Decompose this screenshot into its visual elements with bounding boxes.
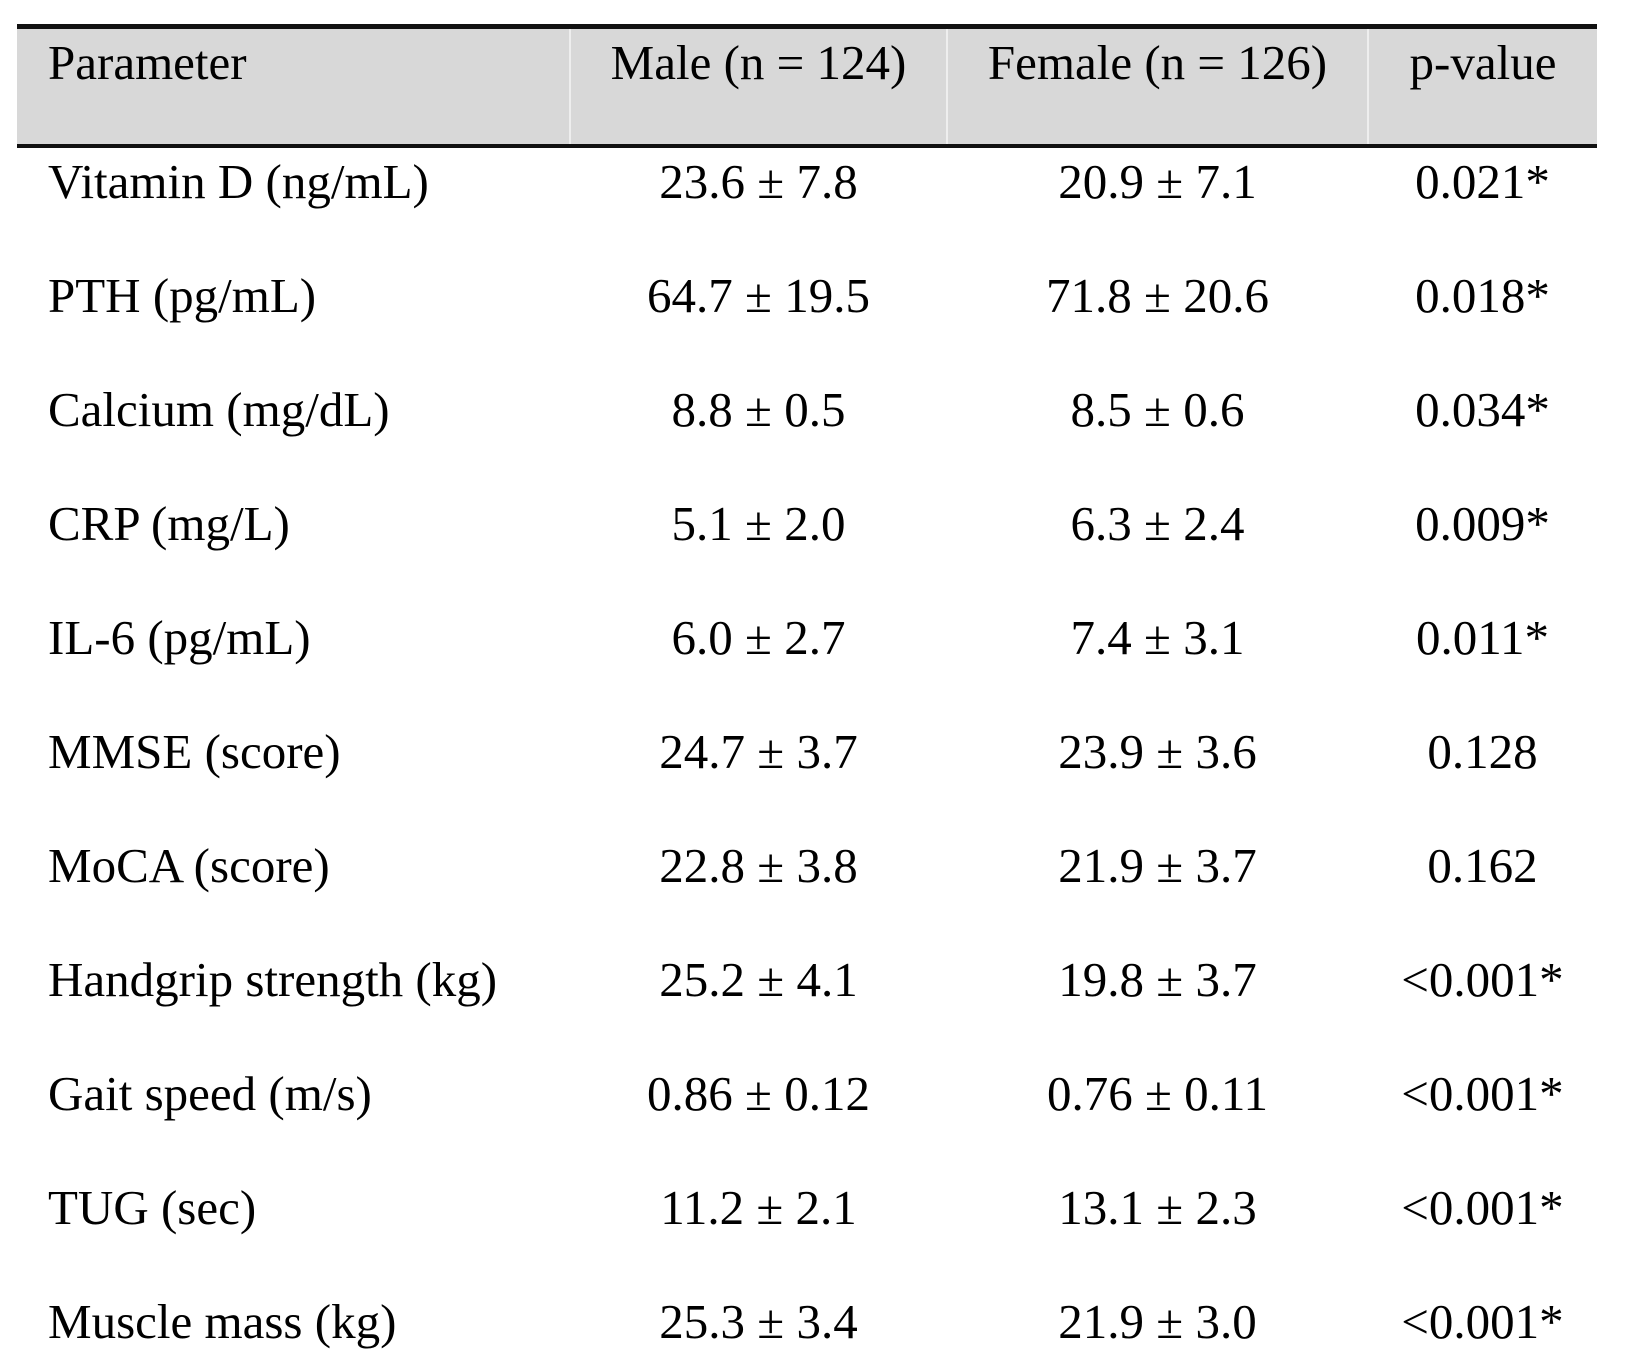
table-header-row: Parameter Male (n = 124) Female (n = 126…: [17, 26, 1597, 148]
parameter-cell: MMSE (score): [17, 718, 570, 832]
female-value-cell: 20.9 ± 7.1: [947, 146, 1368, 262]
p-value-cell: <0.001*: [1368, 1060, 1597, 1174]
p-value-cell: 0.034*: [1368, 376, 1597, 490]
female-value-cell: 71.8 ± 20.6: [947, 262, 1368, 376]
table-row: Muscle mass (kg) 25.3 ± 3.4 21.9 ± 3.0 <0.0…: [17, 1288, 1597, 1365]
parameter-cell: Calcium (mg/dL): [17, 376, 570, 490]
p-value-cell: 0.011*: [1368, 604, 1597, 718]
p-value-cell: 0.021*: [1368, 146, 1597, 262]
p-value-cell: <0.001*: [1368, 1174, 1597, 1288]
table-row: Vitamin D (ng/mL) 23.6 ± 7.8 20.9 ± 7.1 0.0…: [17, 146, 1597, 262]
male-value-cell: 25.2 ± 4.1: [570, 946, 947, 1060]
parameter-cell: PTH (pg/mL): [17, 262, 570, 376]
parameter-cell: TUG (sec): [17, 1174, 570, 1288]
column-header-female: Female (n = 126): [946, 26, 1368, 148]
female-value-cell: 23.9 ± 3.6: [947, 718, 1368, 832]
female-value-cell: 8.5 ± 0.6: [947, 376, 1368, 490]
table-row: TUG (sec) 11.2 ± 2.1 13.1 ± 2.3 <0.001*: [17, 1174, 1597, 1288]
male-value-cell: 11.2 ± 2.1: [570, 1174, 947, 1288]
p-value-cell: 0.162: [1368, 832, 1597, 946]
column-header-parameter: Parameter: [17, 26, 570, 148]
parameter-cell: IL-6 (pg/mL): [17, 604, 570, 718]
female-value-cell: 13.1 ± 2.3: [947, 1174, 1368, 1288]
column-header-male: Male (n = 124): [569, 26, 947, 148]
male-value-cell: 64.7 ± 19.5: [570, 262, 947, 376]
parameter-cell: Vitamin D (ng/mL): [17, 146, 570, 262]
parameter-cell: CRP (mg/L): [17, 490, 570, 604]
female-value-cell: 19.8 ± 3.7: [947, 946, 1368, 1060]
female-value-cell: 7.4 ± 3.1: [947, 604, 1368, 718]
female-value-cell: 6.3 ± 2.4: [947, 490, 1368, 604]
table-row: Gait speed (m/s) 0.86 ± 0.12 0.76 ± 0.11 <0…: [17, 1060, 1597, 1174]
parameter-cell: Muscle mass (kg): [17, 1288, 570, 1365]
p-value-cell: 0.128: [1368, 718, 1597, 832]
table-row: CRP (mg/L) 5.1 ± 2.0 6.3 ± 2.4 0.009*: [17, 490, 1597, 604]
male-value-cell: 8.8 ± 0.5: [570, 376, 947, 490]
table-row: Handgrip strength (kg) 25.2 ± 4.1 19.8 ± 3…: [17, 946, 1597, 1060]
parameter-cell: MoCA (score): [17, 832, 570, 946]
table-row: IL-6 (pg/mL) 6.0 ± 2.7 7.4 ± 3.1 0.011*: [17, 604, 1597, 718]
p-value-cell: <0.001*: [1368, 946, 1597, 1060]
male-value-cell: 22.8 ± 3.8: [570, 832, 947, 946]
table-row: MoCA (score) 22.8 ± 3.8 21.9 ± 3.7 0.162: [17, 832, 1597, 946]
male-value-cell: 5.1 ± 2.0: [570, 490, 947, 604]
parameter-cell: Gait speed (m/s): [17, 1060, 570, 1174]
p-value-cell: <0.001*: [1368, 1288, 1597, 1365]
male-value-cell: 24.7 ± 3.7: [570, 718, 947, 832]
female-value-cell: 0.76 ± 0.11: [947, 1060, 1368, 1174]
p-value-cell: 0.009*: [1368, 490, 1597, 604]
male-value-cell: 23.6 ± 7.8: [570, 146, 947, 262]
male-value-cell: 25.3 ± 3.4: [570, 1288, 947, 1365]
column-header-p-value: p-value: [1367, 26, 1597, 148]
male-value-cell: 6.0 ± 2.7: [570, 604, 947, 718]
p-value-cell: 0.018*: [1368, 262, 1597, 376]
table-row: Calcium (mg/dL) 8.8 ± 0.5 8.5 ± 0.6 0.034*: [17, 376, 1597, 490]
female-value-cell: 21.9 ± 3.7: [947, 832, 1368, 946]
table-row: MMSE (score) 24.7 ± 3.7 23.9 ± 3.6 0.128: [17, 718, 1597, 832]
parameter-cell: Handgrip strength (kg): [17, 946, 570, 1060]
table-row: PTH (pg/mL) 64.7 ± 19.5 71.8 ± 20.6 0.018*: [17, 262, 1597, 376]
male-value-cell: 0.86 ± 0.12: [570, 1060, 947, 1174]
female-value-cell: 21.9 ± 3.0: [947, 1288, 1368, 1365]
results-table: Parameter Male (n = 124) Female (n = 126…: [17, 24, 1597, 1365]
